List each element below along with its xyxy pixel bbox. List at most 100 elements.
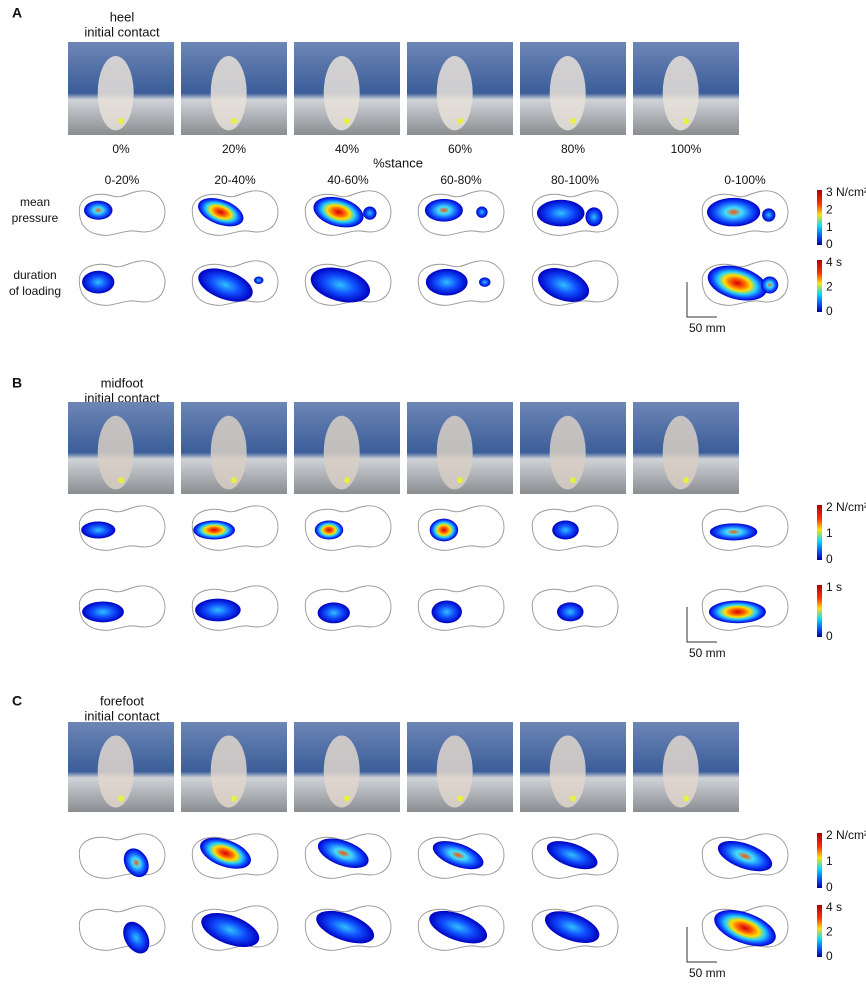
label: mean [20, 195, 50, 209]
foot-map [418, 586, 504, 631]
heat-blob [318, 602, 350, 623]
heat-blob [762, 208, 775, 221]
photo-subject [663, 56, 699, 130]
label: 1 [826, 220, 833, 234]
heat-blob [425, 199, 463, 222]
label: 1 s [826, 580, 842, 594]
heat-blob [82, 601, 124, 622]
foot-map [418, 261, 504, 306]
photo [68, 402, 174, 494]
label: 20% [222, 142, 246, 156]
heat-blob [709, 601, 766, 624]
photo-marker [118, 118, 124, 124]
label: 0-20% [105, 173, 140, 187]
heat-blob [118, 917, 155, 958]
heat-blob [310, 192, 367, 233]
photo-subject [550, 736, 586, 808]
heat-blob [81, 521, 115, 538]
photo-marker [570, 796, 576, 802]
heat-blob [194, 192, 247, 231]
label: C [12, 693, 22, 709]
foot-map [418, 506, 504, 551]
foot-map [305, 506, 391, 551]
label: 4 s [826, 255, 842, 269]
photo-marker [683, 796, 689, 802]
foot-map [532, 506, 618, 551]
heat-blob [315, 521, 344, 540]
photo-marker [231, 796, 237, 802]
heat-blob [426, 269, 468, 296]
photo [181, 42, 287, 135]
foot-map [532, 586, 618, 631]
colorbar [817, 505, 822, 560]
photo-subject [324, 56, 360, 130]
label: 0% [112, 142, 130, 156]
photo-subject [550, 416, 586, 490]
label: 2 [826, 925, 833, 939]
heat-blob [314, 833, 372, 874]
foot-map [79, 586, 165, 631]
foot-map [532, 905, 618, 950]
label: 0 [826, 237, 833, 251]
photo [520, 42, 626, 135]
heat-blob [476, 206, 487, 217]
foot-outline [79, 834, 165, 879]
foot-map [702, 586, 788, 631]
photo-subject [211, 56, 247, 130]
label: B [12, 375, 22, 391]
label: 2 N/cm² [826, 828, 866, 842]
foot-outline [79, 906, 165, 951]
label: 0 [826, 629, 833, 643]
photo-subject [437, 736, 473, 808]
heat-blob [707, 198, 760, 227]
label: 1 [826, 854, 833, 868]
photo-subject [98, 736, 134, 808]
photo-subject [324, 416, 360, 490]
photo-subject [437, 56, 473, 130]
heat-blob [425, 904, 491, 950]
label: 0-100% [724, 173, 766, 187]
heat-blob [709, 903, 780, 954]
label: 3 N/cm² [826, 185, 866, 199]
foot-map [305, 904, 391, 950]
photo-subject [98, 56, 134, 130]
photo-marker [570, 477, 576, 483]
figure: Aheelinitial contact0%20%40%60%80%100%%s… [0, 0, 866, 1005]
label: A [12, 5, 22, 21]
label: 2 N/cm² [826, 500, 866, 514]
foot-outline [418, 586, 504, 631]
label: 60-80% [440, 173, 482, 187]
label: 40-60% [327, 173, 369, 187]
heat-blob [585, 207, 602, 226]
foot-map [418, 191, 504, 236]
photo-marker [683, 118, 689, 124]
colorbar [817, 260, 822, 312]
heat-blob [195, 599, 241, 622]
photo-marker [344, 477, 350, 483]
photo-subject [663, 736, 699, 808]
label: pressure [12, 211, 59, 225]
label: %stance [373, 155, 423, 170]
photo [520, 722, 626, 812]
scale-bar [687, 927, 717, 962]
foot-map [305, 191, 391, 236]
label: 2 [826, 280, 833, 294]
foot-map [702, 834, 788, 879]
photo-subject [550, 56, 586, 130]
photo [633, 722, 739, 812]
photo-marker [344, 796, 350, 802]
foot-map [192, 506, 278, 551]
photo-subject [211, 736, 247, 808]
label: 0 [826, 552, 833, 566]
photo-marker [344, 118, 350, 124]
foot-map [192, 906, 278, 954]
photo [181, 402, 287, 494]
label: 50 mm [689, 966, 726, 980]
photo [68, 42, 174, 135]
heat-blob [710, 523, 758, 540]
photo-subject [663, 416, 699, 490]
label: of loading [9, 284, 61, 298]
foot-map [79, 906, 165, 958]
heat-blob [543, 835, 601, 875]
photo [294, 402, 400, 494]
